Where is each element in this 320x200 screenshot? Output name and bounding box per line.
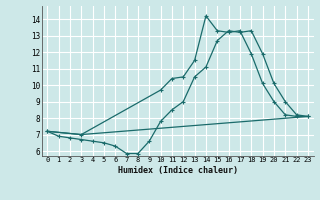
- X-axis label: Humidex (Indice chaleur): Humidex (Indice chaleur): [118, 166, 237, 175]
